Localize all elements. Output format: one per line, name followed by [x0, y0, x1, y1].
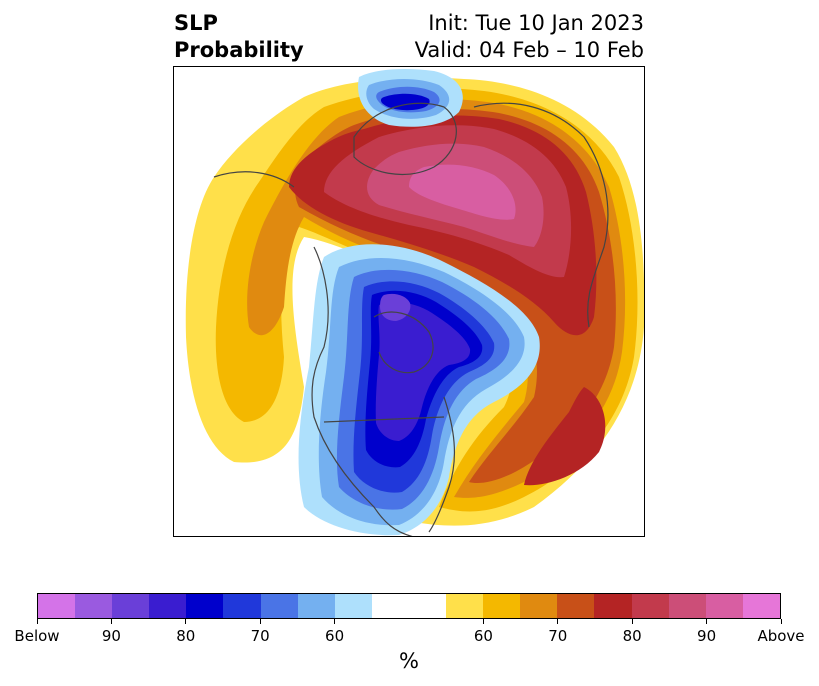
colorbar-swatch: [371, 594, 409, 618]
colorbar-tick-mark: [706, 619, 708, 624]
colorbar-tick-label: 60: [473, 627, 493, 645]
colorbar-swatch: [408, 594, 447, 618]
aleutians-coast: [213, 171, 295, 188]
colorbar-tick-label: 60: [325, 627, 345, 645]
coastlines: [213, 102, 609, 536]
colorbar-swatch: [149, 594, 187, 618]
colorbar-swatch: [186, 594, 224, 618]
north-america-coast: [311, 246, 413, 536]
colorbar-swatch: [557, 594, 595, 618]
colorbar-swatch: [520, 594, 558, 618]
colorbar-swatch: [668, 594, 706, 618]
colorbar-tick-label: Below: [14, 627, 60, 645]
greenland-coast: [353, 102, 457, 175]
colorbar-swatch: [594, 594, 632, 618]
colorbar-tick-mark: [334, 619, 336, 624]
colorbar-swatch: [483, 594, 521, 618]
map-canvas: [174, 69, 644, 536]
colorbar-swatch: [705, 594, 743, 618]
forecast-dates: Init: Tue 10 Jan 2023 Valid: 04 Feb – 10…: [415, 10, 644, 64]
colorbar-swatch: [75, 594, 113, 618]
colorbar-swatch: [742, 594, 780, 618]
colorbar-unit-label: %: [399, 649, 419, 673]
colorbar-swatch: [631, 594, 669, 618]
colorbar-swatch: [260, 594, 298, 618]
east-coast: [428, 396, 456, 533]
title-variable: SLP: [174, 11, 218, 35]
colorbar-tick-mark: [482, 619, 484, 624]
above-pink-region: [409, 164, 516, 220]
colorbar-tick-label: 90: [697, 627, 717, 645]
probability-map: [173, 66, 645, 537]
colorbar-tick-label: 70: [250, 627, 270, 645]
colorbar-tick-label: 80: [622, 627, 642, 645]
title-type: Probability: [174, 38, 304, 62]
colorbar-tick-mark: [36, 619, 38, 624]
below-violet-region: [380, 293, 411, 321]
below-indigo-region: [375, 302, 471, 441]
hudson-bay-coast: [373, 311, 434, 374]
map-edge-notch: [174, 287, 180, 317]
colorbar-tick-mark: [780, 619, 782, 624]
init-date: Init: Tue 10 Jan 2023: [428, 11, 644, 35]
colorbar-swatch: [38, 594, 76, 618]
us-border: [323, 416, 445, 423]
colorbar: [37, 593, 781, 619]
colorbar-swatch: [112, 594, 150, 618]
colorbar-tick-label: 80: [176, 627, 196, 645]
eurasia-coast: [473, 102, 609, 328]
valid-range: Valid: 04 Feb – 10 Feb: [414, 38, 644, 62]
colorbar-tick-mark: [557, 619, 559, 624]
colorbar-tick-mark: [185, 619, 187, 624]
colorbar-tick-mark: [110, 619, 112, 624]
colorbar-tick-mark: [259, 619, 261, 624]
colorbar-tick-label: 90: [101, 627, 121, 645]
colorbar-swatch: [223, 594, 261, 618]
colorbar-swatch: [297, 594, 335, 618]
colorbar-swatch: [334, 594, 372, 618]
colorbar-tick-label: 70: [548, 627, 568, 645]
above-red-south-region: [524, 387, 606, 486]
colorbar-swatch: [446, 594, 484, 618]
colorbar-tick-label: Above: [757, 627, 805, 645]
colorbar-tick-mark: [631, 619, 633, 624]
chart-title: SLP Probability: [174, 10, 304, 64]
